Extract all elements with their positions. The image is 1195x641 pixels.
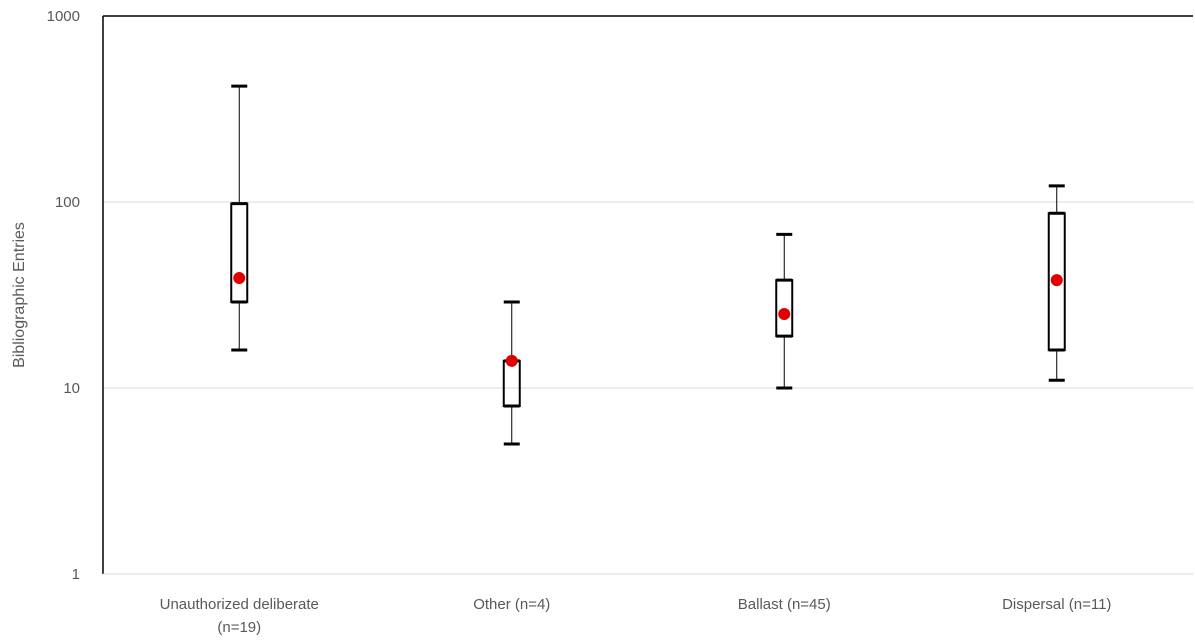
median-marker xyxy=(1050,274,1063,287)
median-marker xyxy=(505,354,518,367)
y-tick-label: 100 xyxy=(55,194,80,211)
box-group xyxy=(1047,184,1066,382)
y-tick-labels: 1 10 100 1000 xyxy=(47,8,80,583)
iqr-box xyxy=(230,202,249,303)
y-tick-label: 10 xyxy=(63,380,80,397)
category-label: Unauthorized deliberate xyxy=(160,596,319,613)
box-group xyxy=(775,232,794,390)
box-group xyxy=(230,84,249,352)
category-label: (n=19) xyxy=(217,619,261,636)
iqr-box xyxy=(502,359,521,408)
y-tick-label: 1 xyxy=(72,566,80,583)
category-label: Ballast (n=45) xyxy=(738,596,831,613)
category-labels: Unauthorized deliberate (n=19) Other (n=4)… xyxy=(160,596,1112,636)
y-tick-label: 1000 xyxy=(47,8,80,25)
box-group xyxy=(502,300,521,446)
boxes xyxy=(230,84,1066,446)
category-label: Dispersal (n=11) xyxy=(1002,596,1111,613)
axes xyxy=(102,15,1193,575)
median-marker xyxy=(233,272,246,285)
gridlines xyxy=(103,201,1193,389)
median-marker xyxy=(778,307,791,320)
category-label: Other (n=4) xyxy=(473,596,550,613)
y-axis-title: Bibliographic Entries xyxy=(11,222,28,368)
